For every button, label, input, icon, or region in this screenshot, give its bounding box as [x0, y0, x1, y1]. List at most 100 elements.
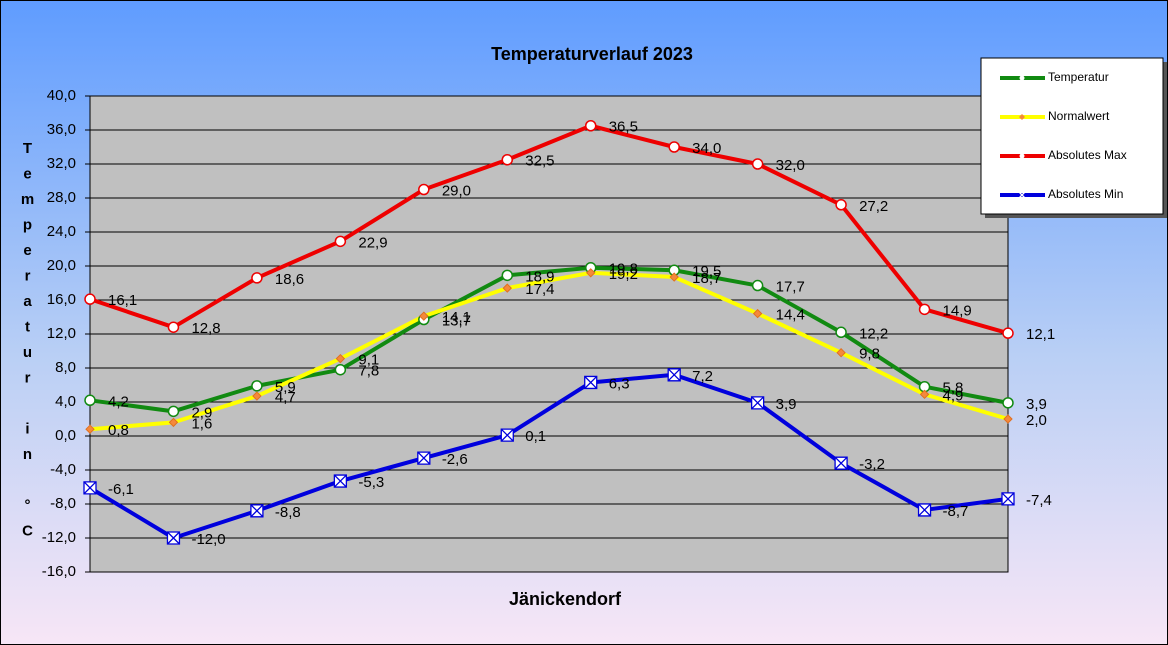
data-label: 7,8 [358, 363, 379, 380]
marker [667, 368, 681, 382]
marker [251, 380, 263, 392]
y-axis-title: Temperatur in °C [19, 140, 36, 548]
marker [584, 120, 597, 132]
data-label: 29,0 [442, 182, 471, 199]
marker [252, 391, 262, 401]
y-tick-label: 40,0 [47, 87, 76, 104]
data-label: 2,9 [191, 404, 212, 421]
marker [1002, 397, 1014, 409]
data-label: 5,8 [943, 380, 964, 397]
data-label: 12,2 [859, 325, 888, 342]
data-label: 32,5 [525, 153, 554, 170]
data-label: 19,8 [609, 261, 638, 278]
marker [84, 293, 96, 305]
marker [417, 451, 431, 465]
data-label: 19,5 [692, 263, 721, 280]
marker [335, 353, 346, 364]
marker [167, 405, 180, 418]
data-label: 17,7 [776, 279, 805, 296]
data-label: 5,9 [275, 379, 296, 396]
marker [919, 389, 930, 400]
data-label: 0,8 [108, 422, 129, 439]
data-label: 0,1 [525, 428, 546, 445]
y-tick-label: 36,0 [47, 121, 76, 138]
marker [751, 158, 764, 170]
data-label: 27,2 [859, 198, 888, 215]
marker [333, 474, 348, 488]
marker [668, 141, 680, 153]
marker [83, 481, 97, 495]
marker [918, 303, 931, 316]
data-label: -6,1 [108, 481, 134, 498]
marker [584, 375, 598, 390]
data-label: -7,4 [1026, 492, 1052, 509]
marker [166, 531, 181, 545]
y-tick-label: 24,0 [47, 223, 76, 240]
marker [835, 326, 847, 339]
marker [586, 268, 596, 278]
data-label: 2,0 [1026, 412, 1047, 429]
data-label: 4,2 [108, 393, 129, 410]
data-label: 18,9 [525, 268, 554, 285]
legend-label: Absolutes Max [1048, 148, 1127, 162]
y-tick-label: -12,0 [42, 529, 76, 546]
x-axis-title: Jänickendorf [509, 589, 622, 609]
marker [85, 424, 95, 434]
legend-marker [1019, 153, 1025, 159]
data-label: -2,6 [442, 451, 468, 468]
marker [500, 428, 514, 442]
marker [751, 279, 764, 292]
marker [84, 394, 96, 407]
marker [669, 272, 679, 282]
marker [834, 456, 848, 470]
data-label: 19,2 [609, 266, 638, 283]
y-tick-label: -16,0 [42, 563, 76, 580]
data-label: 18,6 [275, 271, 304, 288]
y-tick-label: 4,0 [55, 393, 76, 410]
data-label: 9,8 [859, 346, 880, 363]
marker [1002, 327, 1014, 339]
data-label: 12,1 [1026, 326, 1055, 343]
marker [750, 396, 765, 410]
marker [251, 272, 263, 284]
data-label: 12,8 [191, 320, 220, 337]
data-label: -5,3 [358, 474, 384, 491]
legend-label: Absolutes Min [1048, 187, 1123, 201]
marker [418, 183, 430, 196]
data-label: 16,1 [108, 292, 137, 309]
data-label: 14,1 [442, 309, 471, 326]
data-label: 7,2 [692, 368, 713, 385]
marker [502, 283, 512, 293]
marker [1003, 414, 1013, 424]
y-tick-label: -8,0 [50, 495, 76, 512]
marker [752, 308, 763, 319]
data-label: 3,9 [776, 396, 797, 413]
marker [167, 321, 180, 333]
data-label: 4,7 [275, 389, 296, 406]
marker [334, 363, 347, 376]
legend-marker [1017, 190, 1027, 200]
data-label: 17,4 [525, 281, 554, 298]
data-label: 14,4 [776, 307, 805, 324]
legend-marker [1019, 114, 1025, 120]
y-tick-label: 0,0 [55, 427, 76, 444]
marker [1001, 492, 1015, 506]
data-label: 4,9 [943, 387, 964, 404]
chart-title: Temperaturverlauf 2023 [491, 44, 693, 64]
marker [501, 269, 514, 282]
marker [835, 199, 847, 211]
data-label: -8,8 [275, 504, 301, 521]
series-line [89, 123, 1009, 336]
data-label: 13,7 [442, 313, 471, 330]
data-label: -12,0 [191, 531, 225, 548]
y-tick-label: 28,0 [47, 189, 76, 206]
data-label: 36,5 [609, 119, 638, 136]
marker [168, 417, 179, 428]
y-tick-label: 16,0 [47, 291, 76, 308]
y-tick-label: 12,0 [47, 325, 76, 342]
marker [334, 235, 347, 248]
data-label: 34,0 [692, 140, 721, 157]
marker [250, 504, 264, 518]
